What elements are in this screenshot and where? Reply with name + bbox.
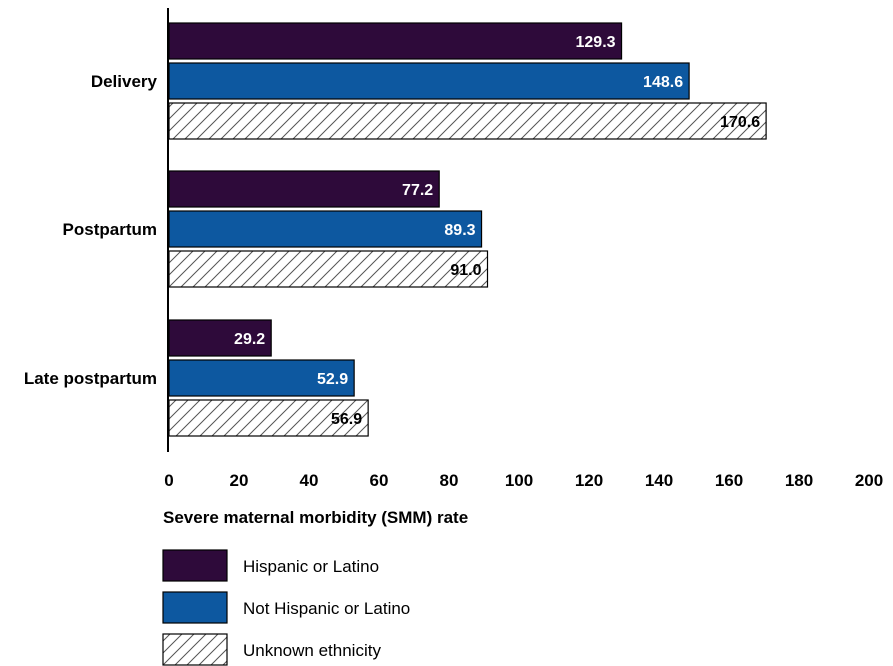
x-tick-label-80: 80 bbox=[440, 471, 459, 490]
x-tick-labels-group: 0 20 40 60 80 100 120 140 160 180 200 bbox=[164, 471, 883, 490]
legend: Hispanic or Latino Not Hispanic or Latino… bbox=[162, 549, 410, 666]
bar-postpartum-unknown-ethnicity bbox=[168, 250, 489, 288]
bar-late-postpartum-hispanic-or-latino bbox=[168, 319, 272, 357]
x-tick-label-200: 200 bbox=[855, 471, 883, 490]
value-labels-group: 129.3 148.6 170.6 77.2 89.3 91.0 29.2 52.9 56.9 bbox=[234, 34, 760, 428]
x-axis-label: Severe maternal morbidity (SMM) rate bbox=[163, 508, 468, 527]
x-tick-label-0: 0 bbox=[164, 471, 173, 490]
x-tick-label-180: 180 bbox=[785, 471, 813, 490]
data-label-delivery-unknown-ethnicity: 170.6 bbox=[720, 114, 760, 131]
legend-label-unknown-ethnicity: Unknown ethnicity bbox=[243, 641, 381, 660]
bar-delivery-unknown-ethnicity bbox=[168, 102, 767, 140]
category-labels-group: Delivery Postpartum Late postpartum bbox=[24, 72, 158, 388]
data-label-late-postpartum-unknown-ethnicity: 56.9 bbox=[331, 411, 362, 428]
data-label-postpartum-hispanic-or-latino: 77.2 bbox=[402, 182, 433, 199]
legend-label-not-hispanic-or-latino: Not Hispanic or Latino bbox=[243, 599, 410, 618]
legend-swatch-hispanic-or-latino bbox=[162, 549, 228, 582]
legend-swatch-not-hispanic-or-latino bbox=[162, 591, 228, 624]
data-label-delivery-hispanic-or-latino: 129.3 bbox=[576, 34, 616, 51]
category-label-delivery: Delivery bbox=[91, 72, 158, 91]
bar-delivery-not-hispanic-or-latino bbox=[168, 62, 690, 100]
x-tick-label-60: 60 bbox=[370, 471, 389, 490]
x-tick-label-20: 20 bbox=[230, 471, 249, 490]
data-label-late-postpartum-hispanic-or-latino: 29.2 bbox=[234, 331, 265, 348]
data-label-delivery-not-hispanic-or-latino: 148.6 bbox=[643, 74, 683, 91]
category-label-postpartum: Postpartum bbox=[63, 220, 157, 239]
legend-label-hispanic-or-latino: Hispanic or Latino bbox=[243, 557, 379, 576]
data-label-postpartum-unknown-ethnicity: 91.0 bbox=[450, 262, 481, 279]
category-label-late-postpartum: Late postpartum bbox=[24, 369, 157, 388]
x-tick-label-100: 100 bbox=[505, 471, 533, 490]
x-tick-label-160: 160 bbox=[715, 471, 743, 490]
bar-postpartum-not-hispanic-or-latino bbox=[168, 210, 483, 248]
bars-group bbox=[168, 22, 767, 437]
bar-postpartum-hispanic-or-latino bbox=[168, 170, 440, 208]
data-label-late-postpartum-not-hispanic-or-latino: 52.9 bbox=[317, 371, 348, 388]
x-tick-label-40: 40 bbox=[300, 471, 319, 490]
legend-swatch-unknown-ethnicity bbox=[162, 633, 228, 666]
data-label-postpartum-not-hispanic-or-latino: 89.3 bbox=[444, 222, 475, 239]
x-tick-label-120: 120 bbox=[575, 471, 603, 490]
x-tick-label-140: 140 bbox=[645, 471, 673, 490]
bar-delivery-hispanic-or-latino bbox=[168, 22, 623, 60]
